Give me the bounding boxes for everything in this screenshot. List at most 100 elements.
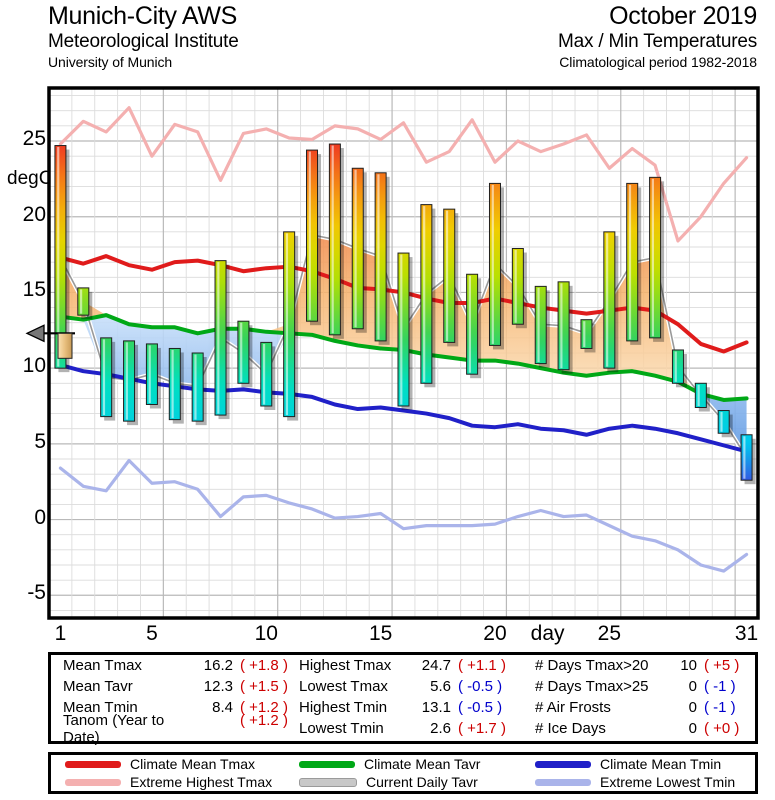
bar-highlight (102, 339, 106, 416)
bar-highlight (720, 412, 723, 432)
statistic-item: Highest Tmin 13.1 ( -0.5 ) (299, 699, 535, 716)
daily-range-bar[interactable] (671, 349, 684, 384)
bar-highlight (331, 145, 334, 334)
x-tick-15: 15 (368, 622, 393, 645)
daily-range-bar[interactable] (717, 410, 730, 434)
daily-range-bar[interactable] (534, 285, 547, 365)
daily-range-bar[interactable] (580, 319, 593, 349)
legend-color-swatch (535, 778, 591, 786)
bar-highlight (125, 342, 128, 420)
statistic-label: # Air Frosts (535, 699, 611, 716)
statistic-item: # Days Tmax>25 0 ( -1 ) (535, 678, 747, 695)
daily-range-bar[interactable] (466, 273, 479, 375)
university-name: University of Munich (48, 54, 173, 70)
y-tick-15: 15 (22, 278, 46, 302)
legend-item: Climate Mean Tmax (51, 756, 299, 772)
statistic-label: Mean Tmin (63, 699, 138, 716)
header-left: Munich-City AWS Meteorological Institute… (48, 2, 239, 71)
plot-area (0, 84, 775, 624)
bar-highlight (354, 169, 357, 328)
temperature-chart (25, 86, 760, 620)
statistic-value: 2.6 (430, 720, 451, 737)
statistic-value: 8.4 (212, 699, 233, 716)
legend-item: Climate Mean Tavr (299, 756, 535, 772)
daily-range-bar[interactable] (77, 287, 90, 316)
legend-color-swatch (535, 760, 591, 768)
bar-highlight (285, 233, 289, 416)
x-axis-title: day (530, 622, 565, 645)
x-tick-5: 5 (146, 622, 158, 645)
daily-range-bar[interactable] (260, 341, 273, 407)
daily-range-bar[interactable] (443, 208, 456, 343)
station-name: Munich-City AWS (48, 2, 238, 30)
climatological-period: Climatological period 1982-2018 (559, 54, 757, 70)
bar-highlight (423, 206, 426, 382)
bar-highlight (537, 287, 540, 363)
statistic-anomaly: ( +0 ) (704, 720, 740, 737)
daily-range-bar[interactable] (397, 252, 410, 407)
statistic-anomaly: ( -0.5 ) (458, 678, 503, 695)
daily-range-bar[interactable] (603, 231, 616, 369)
statistic-item: Lowest Tmin 2.6 ( +1.7 ) (299, 720, 535, 737)
legend-body: Climate Mean Tmax Climate Mean Tavr Climat… (51, 755, 755, 791)
marker-bar (57, 332, 73, 359)
legend-item: Extreme Lowest Tmin (535, 774, 747, 790)
daily-range-bar[interactable] (557, 281, 570, 371)
statistic-anomaly: ( -1 ) (704, 699, 736, 716)
daily-range-bar[interactable] (649, 176, 662, 339)
daily-range-bar[interactable] (626, 182, 639, 342)
bar-highlight (377, 174, 380, 340)
bar-highlight (514, 250, 517, 323)
grid-group (49, 88, 758, 618)
daily-range-bar[interactable] (168, 347, 181, 421)
daily-range-bar[interactable] (488, 182, 501, 346)
bar-highlight (262, 343, 266, 405)
daily-range-bar[interactable] (511, 248, 524, 325)
mean-tavr-marker (25, 324, 75, 359)
x-tick-25: 25 (597, 622, 622, 645)
daily-range-bar[interactable] (100, 337, 113, 418)
daily-range-bar[interactable] (328, 143, 341, 336)
statistic-item: Mean Tmin 8.4 ( +1.2 ) (51, 699, 299, 716)
daily-range-bar[interactable] (191, 352, 204, 422)
bar-highlight (57, 147, 60, 367)
daily-range-bar[interactable] (306, 149, 319, 322)
bar-highlight (674, 351, 677, 382)
legend-label: Climate Mean Tmin (600, 756, 722, 772)
statistic-anomaly: ( +1.8 ) (240, 657, 288, 674)
statistic-value: 10 (680, 657, 697, 674)
daily-range-bar[interactable] (283, 231, 296, 418)
statistic-anomaly: ( -1 ) (704, 678, 736, 695)
statistic-value: 0 (688, 678, 697, 695)
bar-highlight (400, 254, 403, 405)
header-right: October 2019 Max / Min Temperatures Clim… (558, 2, 757, 71)
statistic-value: 5.6 (430, 678, 451, 695)
statistic-label: Tanom (Year to Date) (63, 711, 165, 746)
bar-highlight (743, 436, 746, 479)
period-title: October 2019 (609, 2, 757, 30)
daily-range-bar[interactable] (351, 167, 364, 330)
legend-label: Climate Mean Tavr (364, 756, 481, 772)
y-tick-0: 0 (34, 505, 46, 529)
legend-row: Extreme Highest Tmax Current Daily Tavr Ex… (51, 773, 755, 791)
daily-range-bar[interactable] (214, 260, 227, 416)
statistic-anomaly: ( +1.5 ) (240, 678, 288, 695)
daily-range-bar[interactable] (145, 343, 158, 405)
statistic-anomaly: ( +5 ) (704, 657, 740, 674)
daily-range-bar[interactable] (694, 382, 707, 409)
bar-highlight (491, 184, 494, 344)
y-tick-5: 5 (34, 429, 46, 453)
statistic-anomaly: ( +1.2 ) (240, 711, 288, 729)
daily-range-bar[interactable] (54, 145, 67, 369)
daily-range-bar[interactable] (237, 320, 250, 384)
daily-range-bar[interactable] (420, 204, 433, 384)
daily-range-bar[interactable] (740, 434, 753, 481)
legend-color-swatch (299, 760, 355, 768)
daily-range-bar[interactable] (374, 172, 387, 342)
legend-item: Current Daily Tavr (299, 774, 535, 790)
statistic-anomaly: ( -0.5 ) (458, 699, 503, 716)
bar-highlight (80, 289, 83, 314)
statistic-label: Mean Tmax (63, 657, 142, 674)
daily-range-bar[interactable] (123, 340, 136, 422)
